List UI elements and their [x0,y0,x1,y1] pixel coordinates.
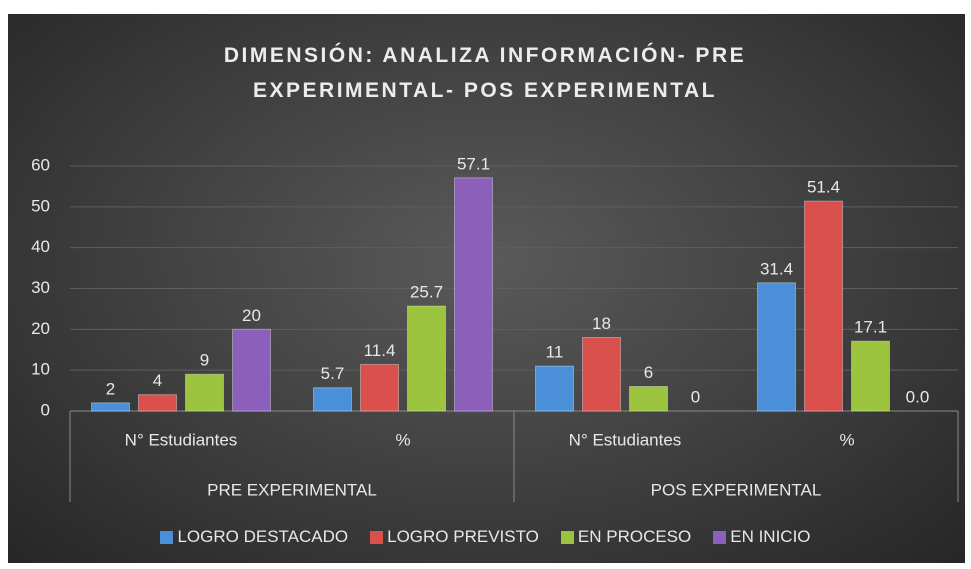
chart-title: DIMENSIÓN: ANALIZA INFORMACIÓN- PRE EXPE… [223,44,747,102]
y-tick-label: 0 [41,400,50,419]
data-label: 0 [691,387,700,406]
y-tick-label: 10 [31,360,50,379]
legend-label: LOGRO PREVISTO [387,527,539,546]
y-tick-label: 40 [31,237,50,256]
legend-label: EN INICIO [730,527,811,546]
data-label: 4 [153,371,162,390]
group-label: POS EXPERIMENTAL [651,480,822,499]
legend: LOGRO DESTACADO LOGRO PREVISTO EN PROCESO E… [0,527,971,547]
data-label: 25.7 [410,283,443,302]
bar [629,386,668,412]
legend-item: LOGRO DESTACADO [160,527,348,547]
data-label: 6 [644,363,653,382]
legend-item: EN PROCESO [560,527,692,547]
data-label: 5.7 [321,364,345,383]
data-label: 11 [546,343,564,362]
legend-swatch [370,530,384,544]
bar [535,365,574,412]
data-label: 20 [242,306,261,325]
bar [757,282,796,412]
legend-swatch [160,530,174,544]
y-tick-label: 30 [31,278,50,297]
y-tick-label: 20 [31,319,50,338]
bar [804,200,843,412]
bar [232,328,271,412]
group-label: PRE EXPERIMENTAL [207,480,377,499]
legend-swatch [713,530,727,544]
bar [851,340,890,412]
bar [313,387,352,412]
x-tick-label: N° Estudiantes [125,430,238,449]
data-label: 17.1 [854,318,887,337]
legend-label: LOGRO DESTACADO [177,527,349,546]
legend-item: EN INICIO [713,527,811,547]
bar [454,177,493,412]
x-tick-label: % [395,430,410,449]
data-label: 31.4 [760,259,793,278]
data-label: 9 [200,351,209,370]
bar [407,305,446,412]
x-tick-label: % [839,430,854,449]
y-tick-label: 60 [31,155,50,174]
legend-label: EN PROCESO [577,527,692,546]
x-tick-label: N° Estudiantes [569,430,682,449]
data-label: 51.4 [807,178,840,197]
bar [91,402,130,412]
bar [185,373,224,412]
data-label: 57.1 [457,154,490,173]
legend-swatch [560,530,574,544]
bar [582,337,621,412]
data-label: 2 [106,379,115,398]
data-label: 18 [592,314,611,333]
data-label: 0.0 [906,387,930,406]
y-tick-label: 50 [31,196,50,215]
data-label: 11.4 [364,341,396,360]
legend-item: LOGRO PREVISTO [370,527,539,547]
bar [138,394,177,412]
bar [360,363,399,412]
